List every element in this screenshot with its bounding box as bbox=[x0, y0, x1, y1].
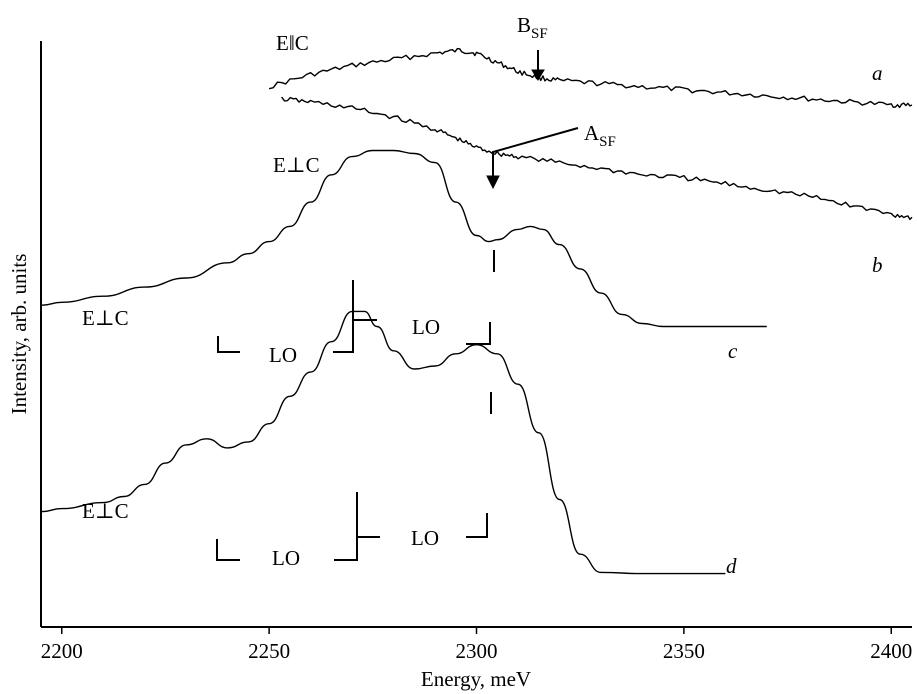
x-ticks: 2200 2250 2300 2350 2400 bbox=[41, 627, 912, 663]
c-lo-bracket-right-end bbox=[466, 322, 491, 345]
c-lo-bracket-middle bbox=[333, 280, 377, 353]
x-tick-label: 2250 bbox=[248, 639, 290, 663]
d-lo-bracket-right-end bbox=[466, 513, 488, 538]
d-lo-bracket-left-start bbox=[216, 539, 240, 561]
series-line-b bbox=[281, 96, 913, 221]
c-lo-label-left: LO bbox=[269, 343, 297, 367]
x-tick-label: 2350 bbox=[663, 639, 705, 663]
curve-d-polarization: E⊥C bbox=[82, 499, 129, 523]
curves bbox=[40, 47, 913, 575]
series-letter-d: d bbox=[726, 554, 737, 578]
curve-b-polarization: E⊥C bbox=[273, 153, 320, 177]
c-lo-bracket-left-start bbox=[217, 336, 240, 353]
d-lo-label-left: LO bbox=[272, 546, 300, 570]
d-lo-label-right: LO bbox=[411, 526, 439, 550]
series-letter-a: a bbox=[872, 61, 883, 85]
y-axis-label: Intensity, arb. units bbox=[7, 254, 31, 415]
x-tick-label: 2200 bbox=[41, 639, 83, 663]
bsf-arrow-head bbox=[531, 69, 545, 81]
asf-arrow-shaft bbox=[492, 127, 579, 184]
series-letter-b: b bbox=[872, 253, 883, 277]
series-line-a bbox=[268, 47, 913, 109]
curve-a-polarization: E‖C bbox=[276, 31, 309, 55]
x-tick-label: 2300 bbox=[456, 639, 498, 663]
series-line-c bbox=[40, 149, 767, 328]
series-letter-c: c bbox=[728, 339, 738, 363]
markers bbox=[216, 50, 579, 561]
bsf-label: BSF bbox=[517, 13, 548, 42]
asf-label: ASF bbox=[584, 121, 616, 150]
x-axis-label: Energy, meV bbox=[421, 667, 531, 691]
x-tick-label: 2400 bbox=[870, 639, 912, 663]
labels: BSF ASF LO LO LO LO E‖C E⊥C E⊥C E⊥C a b c d bbox=[82, 13, 883, 578]
asf-arrow-head bbox=[486, 175, 500, 190]
series-line-d bbox=[40, 310, 726, 575]
d-lo-bracket-middle bbox=[334, 492, 380, 561]
c-lo-label-right: LO bbox=[412, 315, 440, 339]
curve-c-polarization: E⊥C bbox=[82, 306, 129, 330]
